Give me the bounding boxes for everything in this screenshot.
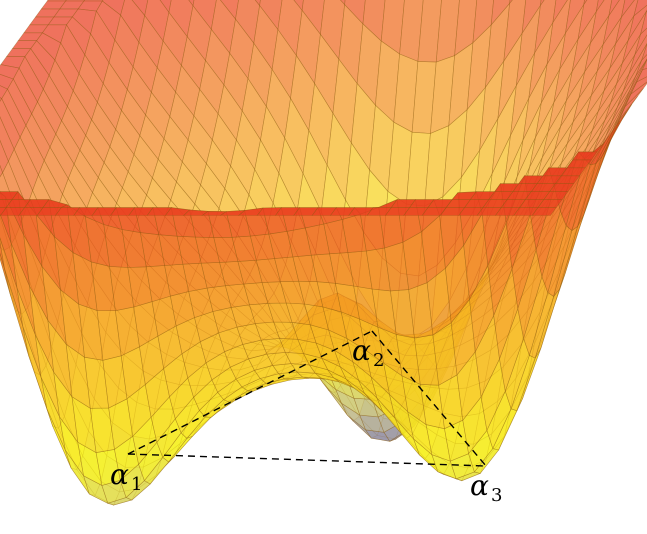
mesh-cell: [636, 68, 647, 83]
mesh-cell: [634, 27, 647, 56]
alpha1-symbol: α: [110, 458, 129, 491]
alpha3-subscript: 3: [491, 485, 502, 506]
mesh-cell: [590, 0, 613, 44]
label-alpha3: α 3: [470, 469, 502, 506]
mesh-cell: [583, 0, 588, 5]
mesh-cell: [531, 207, 557, 216]
alpha2-subscript: 2: [373, 350, 384, 371]
label-alpha1: α 1: [110, 458, 142, 495]
mesh-cell: [362, 0, 386, 42]
mesh-cell: [624, 81, 647, 107]
mesh-cell: [602, 0, 626, 45]
mesh-cell: [608, 0, 620, 16]
mesh-cell: [627, 4, 647, 41]
alpha2-symbol: α: [352, 334, 371, 367]
mesh-cell: [534, 0, 557, 54]
mesh-cell: [188, 0, 195, 7]
mesh-cell: [521, 0, 542, 34]
alpha1-subscript: 1: [131, 474, 142, 495]
alpha3-symbol: α: [470, 469, 489, 502]
mesh-cell: [641, 58, 647, 71]
mesh-cell: [596, 0, 605, 12]
dashed-edge-2-3: [371, 330, 487, 467]
mesh-cell: [454, 0, 478, 57]
mesh-cell: [131, 0, 149, 17]
label-alpha2: α 2: [352, 334, 384, 371]
mesh-cell: [640, 11, 647, 36]
mesh-cell: [589, 127, 615, 166]
dashed-edge-1-2: [127, 330, 373, 455]
mesh-cell: [641, 43, 647, 61]
mesh-cell: [615, 0, 639, 44]
mesh-cell: [623, 58, 647, 105]
mesh-cell: [628, 34, 647, 75]
mesh-cell: [254, 0, 261, 7]
mesh-cell: [546, 0, 571, 65]
mesh-cell: [340, 0, 346, 6]
mesh-cell: [540, 0, 545, 6]
triangle-path: [127, 330, 487, 467]
surface-mesh: [0, 0, 647, 506]
mesh-cell: [509, 0, 513, 5]
mesh-cell: [417, 0, 442, 63]
mesh-cell: [635, 54, 647, 77]
